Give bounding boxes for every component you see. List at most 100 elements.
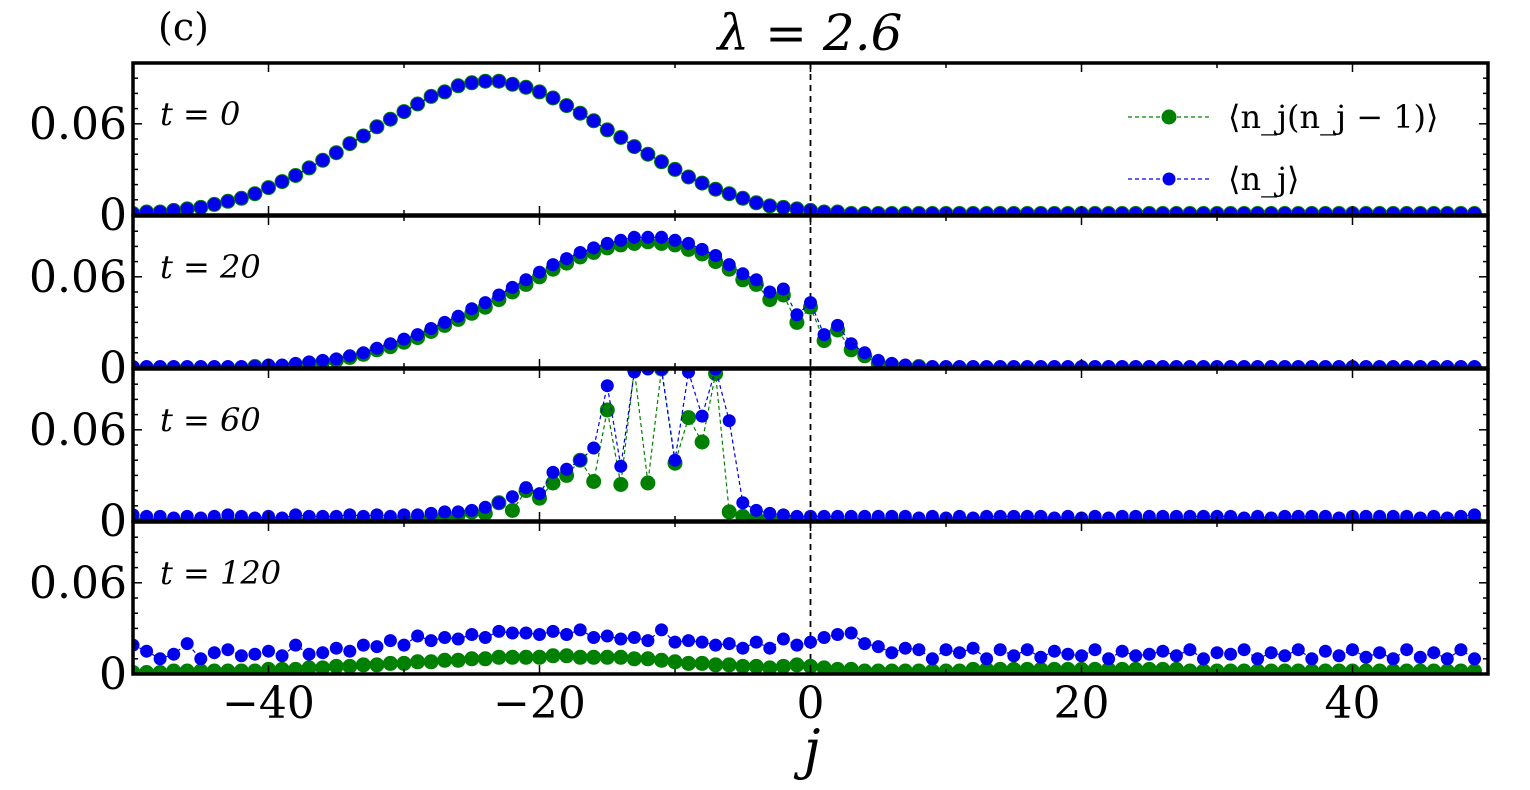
data-point	[275, 649, 289, 663]
data-point	[1264, 360, 1278, 368]
y-tick-label: 0	[99, 496, 127, 547]
data-point	[355, 657, 371, 673]
data-point	[573, 623, 587, 637]
data-point	[587, 441, 601, 455]
data-point	[519, 626, 533, 640]
panel-2: 0 0.06 t = 60	[29, 367, 1490, 547]
data-point	[1075, 649, 1088, 663]
data-point	[1061, 360, 1075, 368]
data-point	[1141, 661, 1157, 674]
data-point	[1385, 663, 1401, 674]
data-point	[1440, 511, 1454, 521]
data-point	[843, 661, 859, 674]
data-point	[641, 230, 655, 244]
data-point	[302, 161, 316, 175]
data-point	[1007, 360, 1021, 368]
data-point	[1129, 509, 1143, 521]
data-point	[1047, 644, 1061, 658]
data-point	[668, 635, 682, 649]
data-point	[641, 634, 655, 648]
data-point	[1197, 509, 1210, 521]
data-point	[1467, 663, 1482, 674]
data-point	[533, 628, 546, 641]
data-point	[1006, 661, 1022, 674]
data-point	[302, 647, 316, 661]
data-point	[763, 285, 777, 299]
data-point	[790, 638, 804, 652]
data-point	[1156, 644, 1170, 658]
data-point	[613, 649, 629, 665]
data-point	[613, 477, 629, 492]
data-point	[1224, 360, 1238, 368]
data-point	[1224, 509, 1238, 521]
data-point	[559, 648, 575, 664]
data-point	[451, 505, 465, 519]
data-point	[721, 504, 737, 520]
data-point	[275, 175, 289, 189]
data-point	[938, 663, 954, 674]
x-tick-label: −40	[222, 678, 315, 729]
data-point	[885, 356, 899, 368]
data-point	[1291, 360, 1305, 368]
data-point	[831, 628, 845, 641]
data-point	[980, 360, 994, 368]
data-point	[1332, 511, 1346, 521]
data-point	[790, 308, 804, 322]
data-point	[505, 626, 519, 640]
data-point	[587, 631, 601, 644]
data-point	[736, 191, 750, 205]
data-point	[1291, 643, 1305, 657]
data-point	[1129, 360, 1143, 368]
data-point	[573, 453, 587, 467]
data-point	[1373, 360, 1387, 368]
data-point	[885, 646, 899, 660]
data-point	[1386, 652, 1400, 666]
data-point	[654, 652, 669, 668]
data-point	[465, 76, 479, 90]
data-point	[140, 360, 154, 368]
data-point	[546, 258, 560, 272]
data-point	[519, 273, 533, 287]
data-point	[1291, 207, 1305, 215]
data-point	[965, 661, 981, 674]
data-point	[1168, 661, 1184, 674]
data-point	[1102, 652, 1116, 666]
data-point	[370, 341, 384, 355]
data-point	[817, 631, 831, 644]
data-point	[369, 657, 385, 673]
data-point	[1346, 643, 1359, 657]
data-point	[980, 509, 994, 521]
data-point	[194, 652, 208, 666]
data-point	[221, 360, 235, 368]
data-point	[668, 162, 682, 176]
data-point	[1400, 509, 1414, 521]
data-point	[1156, 509, 1170, 521]
data-point	[816, 660, 832, 674]
data-point	[627, 369, 641, 379]
data-point	[424, 89, 438, 103]
data-point	[681, 410, 696, 426]
data-point	[424, 506, 438, 520]
data-point	[180, 202, 194, 215]
data-point	[858, 346, 872, 360]
data-point	[329, 509, 343, 521]
x-tick-label: 20	[1054, 678, 1110, 729]
data-point	[1251, 360, 1265, 368]
data-point	[668, 453, 682, 467]
data-point	[1373, 207, 1387, 215]
data-point	[207, 197, 221, 211]
data-point	[328, 658, 344, 674]
data-point	[1413, 207, 1427, 215]
data-point	[1278, 509, 1292, 521]
data-point	[301, 660, 317, 674]
data-point	[411, 629, 425, 643]
data-point	[831, 205, 845, 215]
data-point	[248, 511, 262, 521]
data-point	[153, 205, 167, 215]
data-point	[234, 360, 248, 368]
data-point	[993, 207, 1007, 215]
data-point	[1237, 511, 1251, 521]
data-point	[1169, 509, 1183, 521]
data-point	[560, 462, 574, 476]
data-point	[1102, 511, 1116, 521]
